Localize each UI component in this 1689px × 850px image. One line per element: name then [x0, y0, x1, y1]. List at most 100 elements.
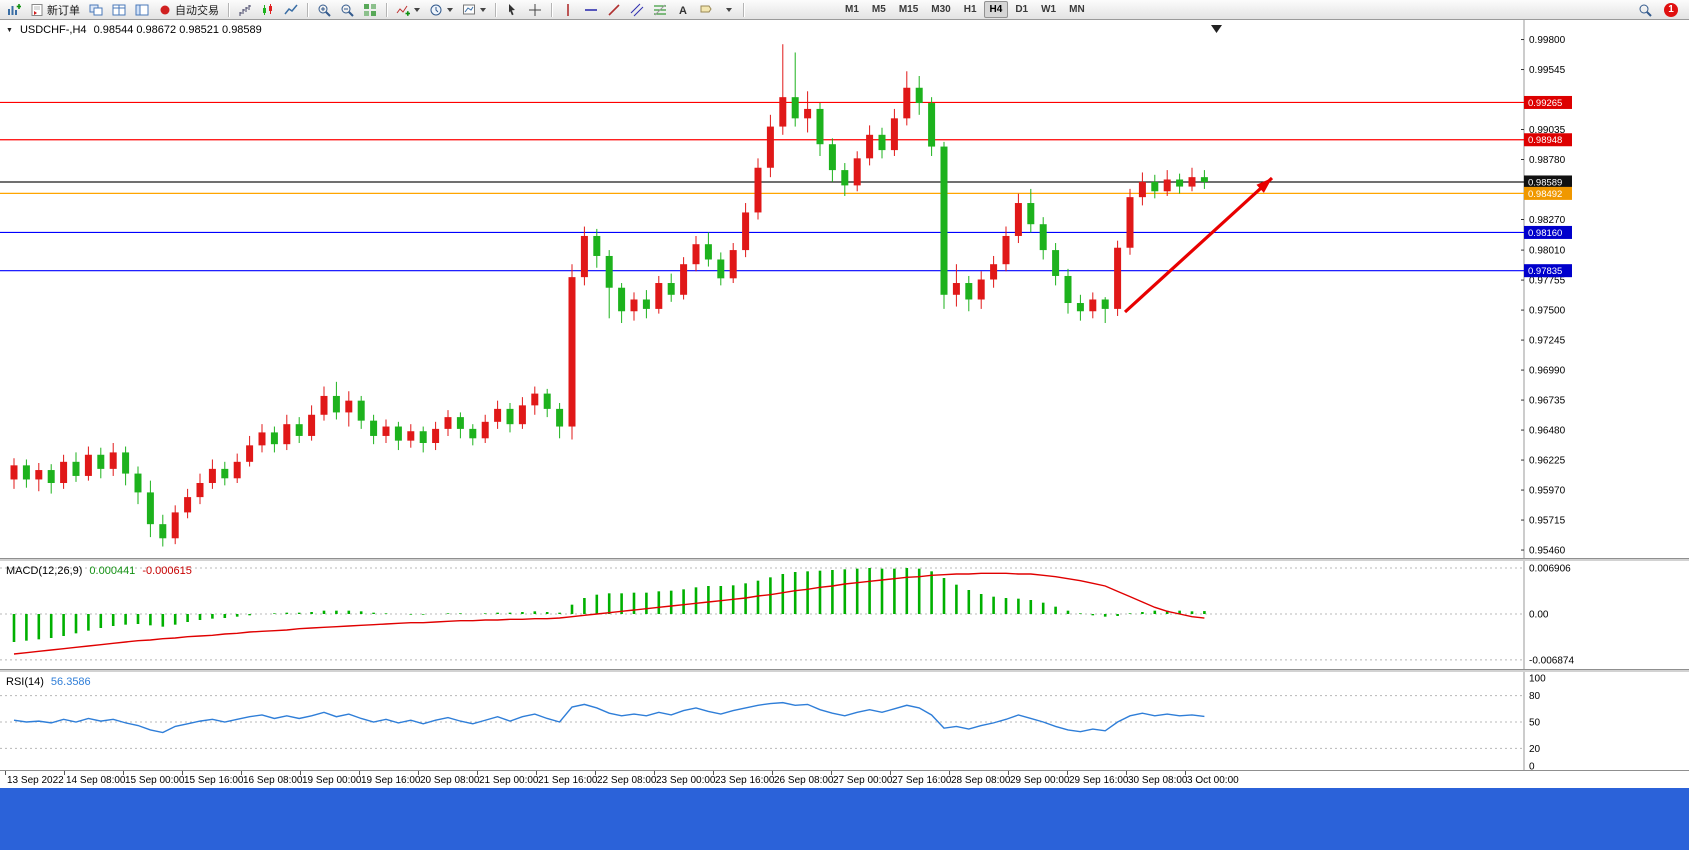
crosshair-icon [529, 3, 541, 16]
timeframe-h1[interactable]: H1 [958, 1, 983, 18]
pane-divider[interactable] [0, 558, 1689, 561]
market-watch-button[interactable] [108, 1, 130, 19]
zoom-in-button[interactable] [313, 1, 335, 19]
candle [233, 461, 241, 479]
candle [407, 431, 415, 441]
label-button[interactable] [695, 1, 717, 19]
candle [1188, 177, 1196, 187]
periods-button[interactable] [425, 1, 457, 19]
price-badge [1524, 95, 1572, 109]
profiles-button[interactable] [85, 1, 107, 19]
new-order-button[interactable]: 新订单 [26, 1, 84, 19]
candle [146, 492, 154, 525]
tile-windows-icon [364, 3, 376, 16]
candle [72, 461, 80, 476]
macd-chart-canvas[interactable]: 0.006906 0.00 -0.006874 [0, 561, 1689, 669]
price-badge [1524, 264, 1572, 278]
candle [1163, 179, 1171, 192]
crosshair-button[interactable] [524, 1, 546, 19]
candle [1027, 203, 1035, 225]
symbol-period: USDCHF-,H4 [19, 24, 87, 36]
auto-trading-icon [160, 5, 170, 14]
timeframe-m5[interactable]: M5 [866, 1, 892, 18]
svg-text:20: 20 [1529, 744, 1541, 755]
time-label: 14 Sep 08:00 [66, 775, 126, 786]
auto-trading-button[interactable]: 自动交易 [154, 1, 223, 19]
rsi-value: 56.3586 [50, 676, 91, 688]
shapes-button[interactable] [718, 1, 738, 19]
candle [1138, 181, 1146, 198]
candle [965, 283, 973, 300]
candle [667, 283, 675, 295]
timeframe-h4[interactable]: H4 [983, 1, 1009, 18]
rsi-pane[interactable]: 100 80 50 20 0 RSI(14) 56.3586 [0, 672, 1689, 770]
svg-text:0.00: 0.00 [1529, 610, 1549, 621]
candle [605, 255, 613, 288]
candle [159, 524, 167, 539]
time-label: 22 Sep 08:00 [597, 775, 657, 786]
time-axis[interactable]: 13 Sep 2022 14 Sep 08:00 15 Sep 00:00 15 Se… [0, 770, 1689, 788]
candle [1151, 181, 1159, 192]
text-button[interactable]: A [672, 1, 694, 19]
candle [97, 454, 105, 469]
timeframe-m1[interactable]: M1 [839, 1, 865, 18]
notification-badge[interactable]: 1 [1664, 2, 1678, 17]
desktop-background [0, 788, 1689, 850]
timeframe-d1[interactable]: D1 [1009, 1, 1034, 18]
new-chart-button[interactable] [3, 1, 25, 19]
timeframe-m30[interactable]: M30 [925, 1, 956, 18]
trendline-button[interactable] [603, 1, 625, 19]
chevron-down-icon [447, 7, 453, 12]
macd-pane[interactable]: 0.006906 0.00 -0.006874 MACD(12,26,9) 0.00… [0, 561, 1689, 669]
bar-chart-button[interactable] [234, 1, 256, 19]
chevron-down-icon [480, 7, 486, 12]
horizontal-line-button[interactable] [580, 1, 602, 19]
timeframe-m15[interactable]: M15 [893, 1, 924, 18]
candle [903, 87, 911, 119]
time-label: 21 Sep 00:00 [479, 775, 539, 786]
price-chart-canvas[interactable]: 0.99800 0.99545 0.99035 0.98780 0.98270 0.980… [0, 20, 1689, 558]
search-icon [1639, 4, 1652, 17]
svg-text:0.98160: 0.98160 [1528, 228, 1562, 239]
time-label: 19 Sep 00:00 [302, 775, 362, 786]
macd-signal-value: -0.000615 [142, 565, 192, 577]
candle [1089, 299, 1097, 312]
timeframe-w1[interactable]: W1 [1035, 1, 1062, 18]
cursor-button[interactable] [501, 1, 523, 19]
timeframe-mn[interactable]: MN [1063, 1, 1091, 18]
candle [1014, 203, 1022, 236]
templates-button[interactable] [458, 1, 490, 19]
channel-button[interactable] [626, 1, 648, 19]
chart-window: 0.99800 0.99545 0.99035 0.98780 0.98270 0.980… [0, 20, 1689, 788]
svg-text:0.96735: 0.96735 [1529, 396, 1566, 407]
candle [345, 400, 353, 413]
candle [754, 167, 762, 213]
search-button[interactable] [1634, 1, 1656, 19]
time-label: 16 Sep 08:00 [243, 775, 303, 786]
candle [1064, 275, 1072, 304]
macd-signal-line [13, 572, 1205, 655]
candle [456, 417, 464, 429]
candle [1200, 177, 1208, 182]
candle [432, 428, 440, 443]
time-label: 21 Sep 16:00 [538, 775, 598, 786]
zoom-out-button[interactable] [336, 1, 358, 19]
line-chart-button[interactable] [280, 1, 302, 19]
vertical-line-button[interactable] [557, 1, 579, 19]
svg-text:0.97755: 0.97755 [1529, 276, 1566, 287]
svg-text:0.97835: 0.97835 [1528, 266, 1562, 277]
candle [196, 482, 204, 498]
collapse-triangle-icon[interactable]: ▼ [6, 26, 13, 34]
pane-divider[interactable] [0, 669, 1689, 672]
navigator-button[interactable] [131, 1, 153, 19]
line-chart-icon [284, 4, 298, 14]
price-pane[interactable]: 0.99800 0.99545 0.99035 0.98780 0.98270 0.980… [0, 20, 1689, 558]
candle [580, 235, 588, 278]
candle [642, 299, 650, 309]
candlestick-chart-button[interactable] [257, 1, 279, 19]
tile-windows-button[interactable] [359, 1, 381, 19]
indicators-button[interactable] [392, 1, 424, 19]
toolbar-right-group: 1 [1634, 1, 1686, 19]
fibonacci-button[interactable] [649, 1, 671, 19]
rsi-chart-canvas[interactable]: 100 80 50 20 0 [0, 672, 1689, 770]
